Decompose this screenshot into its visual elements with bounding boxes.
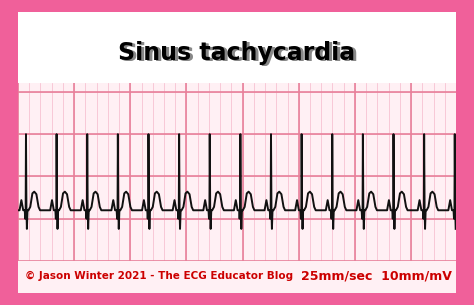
Text: © Jason Winter 2021 - The ECG Educator Blog: © Jason Winter 2021 - The ECG Educator B… bbox=[25, 271, 293, 281]
Text: Sinus tachycardia: Sinus tachycardia bbox=[118, 41, 356, 65]
Text: Sinus tachycardia: Sinus tachycardia bbox=[120, 42, 357, 66]
Text: Sinus tachycardia: Sinus tachycardia bbox=[121, 42, 358, 66]
Text: 25mm/sec  10mm/mV: 25mm/sec 10mm/mV bbox=[301, 269, 452, 282]
